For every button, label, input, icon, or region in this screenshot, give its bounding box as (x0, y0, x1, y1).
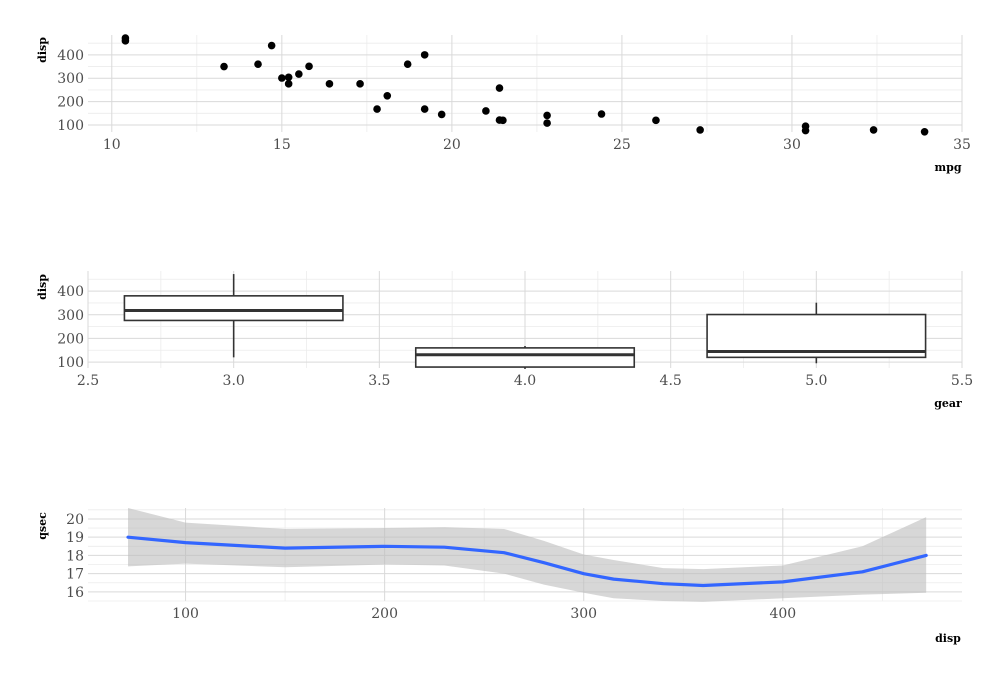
scatter-point (920, 127, 929, 136)
x-tick-label: 3.0 (223, 373, 245, 389)
y-tick-label: 400 (57, 284, 84, 300)
scatter-point (220, 62, 228, 71)
scatter-point (543, 111, 551, 120)
y-tick-label: 100 (57, 118, 84, 134)
boxplot-x-axis-title: gear (934, 397, 962, 410)
x-tick-label: 5.0 (805, 373, 827, 389)
y-tick-label: 17 (66, 567, 84, 583)
x-tick-label: 30 (783, 137, 801, 153)
scatter-point (482, 107, 490, 115)
x-tick-label: 4.0 (514, 373, 536, 389)
scatter-panel: 10 15 20 25 30 35 100 200 300 400 mpg disp (36, 34, 971, 174)
x-tick-label: 25 (613, 137, 631, 153)
scatter-point (254, 60, 262, 69)
scatter-point (597, 110, 606, 118)
scatter-point (543, 119, 551, 127)
scatter-point (696, 126, 704, 134)
y-tick-label: 300 (57, 71, 84, 87)
scatter-point (869, 126, 878, 134)
x-tick-label: 35 (953, 137, 971, 153)
y-tick-label: 300 (57, 308, 84, 324)
x-tick-label: 100 (172, 606, 199, 622)
y-tick-label: 20 (66, 512, 84, 528)
scatter-point (121, 37, 130, 45)
scatter-x-tick-labels: 10 15 20 25 30 35 (103, 137, 971, 153)
box-body (123, 295, 344, 322)
x-tick-label: 10 (103, 137, 121, 153)
scatter-point (305, 62, 313, 71)
scatter-x-axis-title: mpg (934, 161, 961, 174)
scatter-point (499, 116, 507, 125)
smooth-layer (126, 508, 928, 602)
scatter-y-tick-labels: 100 200 300 400 (57, 48, 84, 134)
box-body (414, 347, 636, 368)
scatter-point (420, 51, 429, 59)
boxplot-x-tick-labels: 2.5 3.0 3.5 4.0 4.5 5.0 5.5 (77, 373, 973, 389)
scatter-point (437, 110, 446, 119)
scatter-point (278, 74, 286, 82)
scatter-point (325, 80, 334, 88)
scatter-grid (88, 35, 963, 132)
boxplot-boxes (123, 274, 927, 369)
x-tick-label: 4.5 (660, 373, 682, 389)
scatter-point (403, 60, 412, 69)
boxplot-y-tick-labels: 100 200 300 400 (57, 284, 84, 371)
x-tick-label: 20 (443, 137, 461, 153)
x-tick-label: 5.5 (951, 373, 973, 389)
x-tick-label: 200 (371, 606, 398, 622)
x-tick-label: 400 (769, 606, 796, 622)
x-tick-label: 300 (570, 606, 597, 622)
y-tick-label: 100 (57, 355, 84, 371)
scatter-point (495, 84, 504, 92)
boxplot-y-axis-title: disp (36, 274, 49, 300)
scatter-point (356, 80, 364, 88)
smooth-panel: 100 200 300 400 16 17 18 19 20 disp qsec (36, 508, 962, 645)
x-tick-label: 15 (273, 137, 291, 153)
x-tick-label: 2.5 (77, 373, 99, 389)
confidence-band (128, 508, 927, 602)
smooth-x-tick-labels: 100 200 300 400 (172, 606, 796, 622)
smooth-y-axis-title: qsec (36, 512, 49, 540)
scatter-point (652, 116, 660, 125)
scatter-point (420, 105, 429, 113)
scatter-points (121, 34, 929, 136)
scatter-point (284, 73, 293, 82)
smooth-line (126, 535, 928, 588)
y-tick-label: 200 (57, 331, 84, 347)
scatter-point (295, 70, 303, 78)
scatter-point (267, 41, 276, 50)
y-tick-label: 200 (57, 95, 84, 111)
smooth-x-axis-title: disp (935, 632, 961, 645)
smooth-y-tick-labels: 16 17 18 19 20 (66, 512, 84, 601)
y-tick-label: 400 (57, 48, 84, 64)
scatter-point (383, 91, 392, 100)
y-tick-label: 18 (66, 548, 84, 564)
y-tick-label: 16 (66, 585, 84, 601)
scatter-point (284, 80, 293, 88)
scatter-point (373, 105, 381, 113)
x-tick-label: 3.5 (368, 373, 390, 389)
scatter-point (801, 126, 810, 135)
y-tick-label: 19 (66, 530, 84, 546)
scatter-y-axis-title: disp (36, 37, 49, 63)
